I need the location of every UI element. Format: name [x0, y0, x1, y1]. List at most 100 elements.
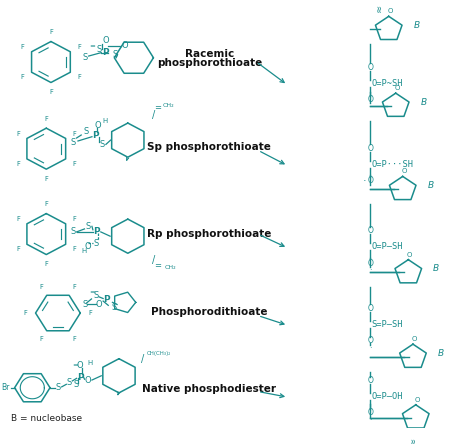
- Text: F: F: [45, 201, 48, 207]
- Text: =: =: [155, 261, 162, 270]
- Text: CH₂: CH₂: [163, 103, 174, 108]
- Text: F: F: [73, 284, 76, 290]
- Text: CH(CH₃)₂: CH(CH₃)₂: [147, 351, 171, 356]
- Text: O: O: [367, 144, 373, 153]
- Text: B: B: [428, 181, 434, 190]
- Text: F: F: [73, 131, 76, 137]
- Text: F: F: [45, 261, 48, 267]
- Text: ·: ·: [369, 344, 372, 353]
- Text: O: O: [94, 121, 101, 130]
- Text: S: S: [93, 291, 99, 301]
- Text: B: B: [420, 98, 427, 107]
- Text: O: O: [367, 408, 373, 417]
- Text: ·: ·: [369, 266, 372, 275]
- Text: F: F: [89, 310, 92, 316]
- Text: Phosphorodithioate: Phosphorodithioate: [151, 307, 268, 317]
- Text: O: O: [367, 176, 373, 185]
- Text: F: F: [73, 336, 76, 342]
- Text: F: F: [73, 246, 76, 252]
- Text: F: F: [45, 175, 48, 182]
- Text: O=P···SH: O=P···SH: [372, 160, 413, 169]
- Text: /: /: [152, 255, 155, 265]
- Text: F: F: [73, 216, 76, 222]
- Text: =: =: [89, 43, 95, 49]
- Text: B: B: [413, 21, 419, 30]
- Text: O: O: [121, 41, 128, 50]
- Text: F: F: [16, 246, 20, 252]
- Text: F: F: [45, 116, 48, 122]
- Text: O: O: [407, 252, 412, 258]
- Text: F: F: [16, 131, 20, 137]
- Text: F: F: [77, 44, 81, 50]
- Text: O=P–OH: O=P–OH: [372, 392, 403, 401]
- Text: P: P: [92, 131, 99, 140]
- Text: F: F: [21, 74, 25, 80]
- Text: S: S: [56, 383, 61, 392]
- Text: F: F: [49, 89, 53, 95]
- Text: F: F: [73, 161, 76, 166]
- Text: O=P~SH: O=P~SH: [372, 79, 403, 88]
- Text: F: F: [16, 161, 20, 166]
- Text: =: =: [89, 289, 95, 296]
- Text: S: S: [67, 378, 72, 387]
- Text: O: O: [85, 242, 91, 251]
- Text: Sp phosphorothioate: Sp phosphorothioate: [147, 143, 271, 152]
- Text: P: P: [93, 227, 100, 236]
- Text: ·: ·: [363, 176, 366, 186]
- Text: O: O: [102, 36, 109, 45]
- Text: O: O: [367, 258, 373, 268]
- Text: B = nucleobase: B = nucleobase: [11, 414, 82, 424]
- Text: O: O: [367, 226, 373, 235]
- Text: Racemic: Racemic: [185, 49, 234, 59]
- Text: H: H: [87, 360, 92, 366]
- Text: H: H: [82, 248, 87, 254]
- Text: ≈: ≈: [409, 437, 419, 444]
- Text: O: O: [394, 85, 400, 91]
- Text: F: F: [16, 216, 20, 222]
- Text: S: S: [100, 140, 105, 149]
- Text: O: O: [85, 376, 91, 385]
- Text: S: S: [86, 222, 91, 231]
- Text: /: /: [152, 110, 155, 119]
- Text: B: B: [433, 264, 439, 273]
- Text: S: S: [82, 53, 88, 62]
- Text: O: O: [387, 8, 393, 14]
- Text: S: S: [71, 138, 76, 147]
- Text: Rp phosphorothioate: Rp phosphorothioate: [147, 229, 272, 239]
- Text: O: O: [367, 336, 373, 345]
- Text: F: F: [21, 44, 25, 50]
- Text: S: S: [111, 302, 117, 312]
- Text: =: =: [154, 103, 161, 113]
- Text: S: S: [94, 239, 99, 248]
- Text: O: O: [96, 300, 102, 309]
- Text: O: O: [77, 361, 83, 369]
- Text: P: P: [77, 373, 83, 381]
- Text: S=P–SH: S=P–SH: [372, 320, 403, 329]
- Text: phosphorothioate: phosphorothioate: [157, 58, 262, 68]
- Text: O: O: [412, 336, 417, 342]
- Text: ≈: ≈: [374, 4, 384, 12]
- Text: F: F: [40, 336, 44, 342]
- Text: O: O: [367, 95, 373, 104]
- Text: S: S: [113, 50, 118, 59]
- Text: B: B: [438, 349, 444, 358]
- Text: =: =: [72, 362, 78, 368]
- Text: O: O: [367, 63, 373, 71]
- Text: Native phosphodiester: Native phosphodiester: [142, 384, 276, 394]
- Text: S: S: [96, 45, 101, 54]
- Text: O: O: [414, 396, 420, 403]
- Text: F: F: [23, 310, 27, 316]
- Text: S: S: [83, 127, 89, 136]
- Text: S: S: [73, 380, 78, 389]
- Text: O: O: [401, 168, 407, 174]
- Text: ·: ·: [369, 416, 372, 425]
- Text: S: S: [82, 300, 88, 309]
- Text: F: F: [40, 284, 44, 290]
- Text: P: P: [103, 295, 110, 304]
- Text: O: O: [367, 376, 373, 385]
- Text: F: F: [77, 74, 81, 80]
- Text: S: S: [71, 227, 76, 236]
- Text: F: F: [49, 29, 53, 35]
- Text: Br: Br: [1, 383, 9, 392]
- Text: CH₂: CH₂: [164, 265, 176, 270]
